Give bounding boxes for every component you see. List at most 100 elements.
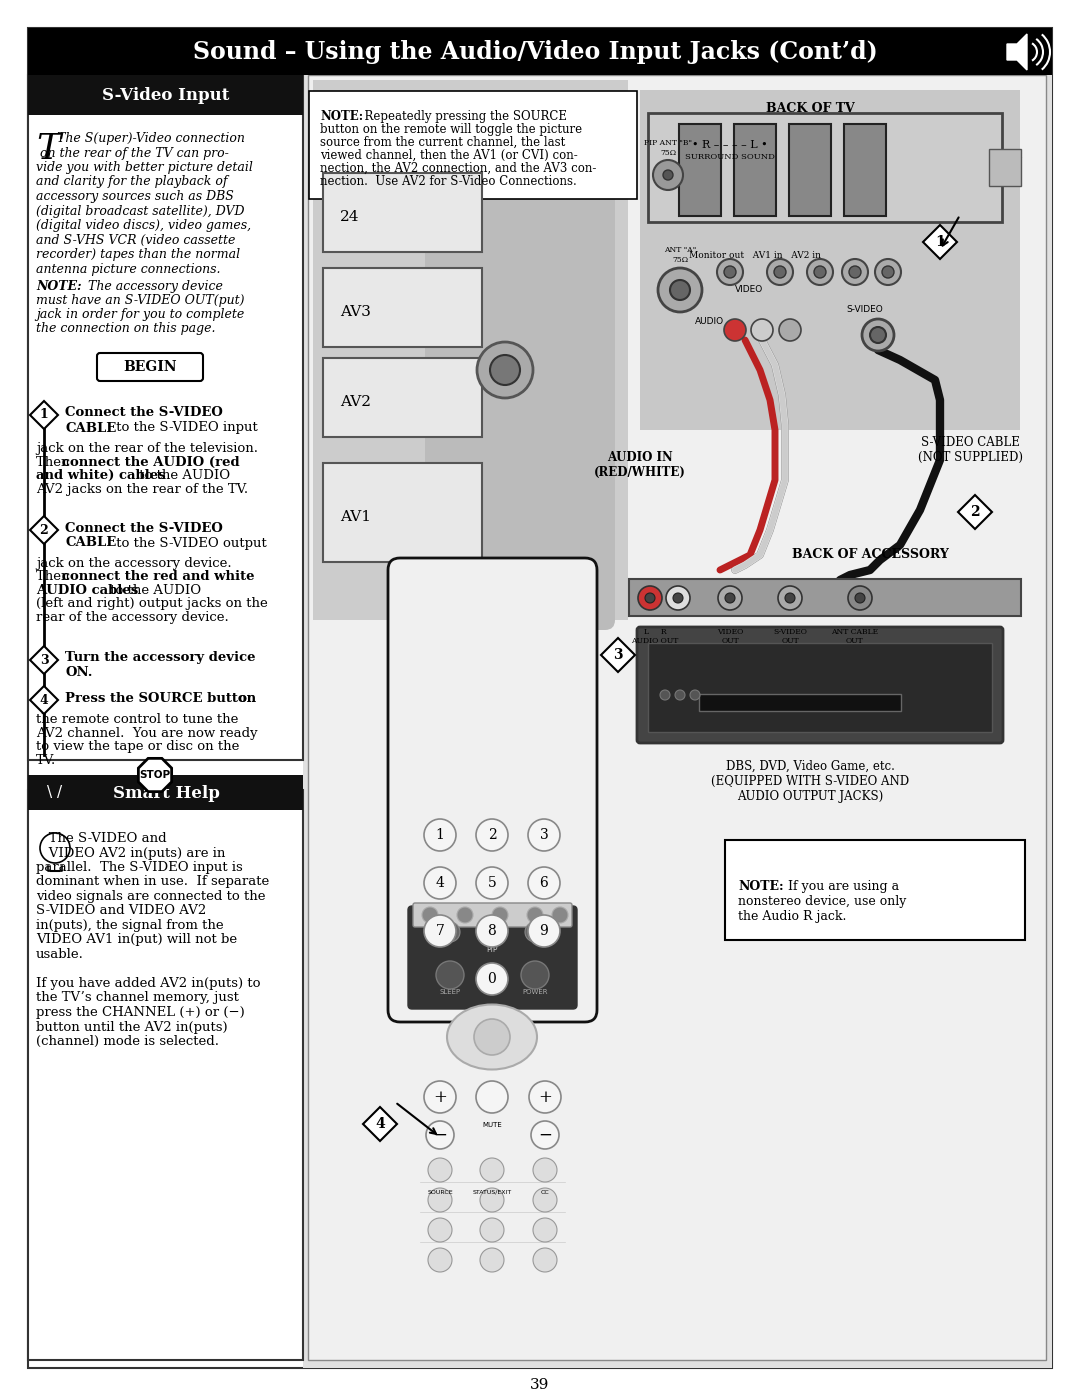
Text: jack in order for you to complete: jack in order for you to complete — [36, 307, 244, 321]
Circle shape — [477, 342, 534, 398]
Circle shape — [424, 915, 456, 947]
Text: • R – – – – L •: • R – – – – L • — [692, 140, 768, 149]
Text: 7: 7 — [435, 923, 445, 937]
FancyBboxPatch shape — [699, 694, 901, 711]
Circle shape — [534, 1187, 557, 1213]
Circle shape — [424, 819, 456, 851]
Circle shape — [855, 592, 865, 604]
Text: to the S-VIDEO input: to the S-VIDEO input — [112, 422, 258, 434]
Circle shape — [534, 1158, 557, 1182]
Text: +: + — [433, 1088, 447, 1105]
Text: 39: 39 — [530, 1377, 550, 1391]
Circle shape — [690, 690, 700, 700]
Text: −: − — [433, 1126, 447, 1144]
Text: Press the SOURCE button: Press the SOURCE button — [65, 692, 256, 704]
Circle shape — [525, 922, 545, 942]
Text: Repeatedly pressing the SOURCE: Repeatedly pressing the SOURCE — [357, 110, 567, 123]
FancyBboxPatch shape — [629, 578, 1021, 616]
FancyBboxPatch shape — [640, 89, 1020, 430]
Text: 1: 1 — [935, 235, 945, 249]
Circle shape — [492, 907, 508, 923]
Text: AUDIO cables: AUDIO cables — [36, 584, 138, 597]
Text: S-VIDEO and VIDEO AV2: S-VIDEO and VIDEO AV2 — [36, 904, 206, 918]
Circle shape — [670, 279, 690, 300]
Circle shape — [476, 915, 508, 947]
Circle shape — [842, 258, 868, 285]
FancyBboxPatch shape — [648, 113, 1002, 222]
Text: DBS, DVD, Video Game, etc.: DBS, DVD, Video Game, etc. — [726, 760, 894, 773]
Text: on: on — [235, 692, 256, 704]
Text: antenna picture connections.: antenna picture connections. — [36, 263, 220, 275]
Text: PIP ANT "B"
75Ω: PIP ANT "B" 75Ω — [644, 140, 692, 156]
Text: NOTE:: NOTE: — [36, 279, 82, 293]
FancyBboxPatch shape — [323, 462, 482, 562]
Circle shape — [675, 690, 685, 700]
Text: VOL: VOL — [433, 1122, 447, 1127]
Text: 1: 1 — [40, 408, 49, 422]
Text: and S-VHS VCR (video cassette: and S-VHS VCR (video cassette — [36, 233, 235, 246]
Text: Then: Then — [36, 455, 73, 468]
Circle shape — [531, 1120, 559, 1148]
Circle shape — [848, 585, 872, 610]
FancyBboxPatch shape — [28, 28, 1052, 1368]
FancyBboxPatch shape — [28, 775, 303, 810]
Text: \: \ — [48, 785, 53, 800]
Circle shape — [474, 1018, 510, 1055]
Text: button on the remote will toggle the picture: button on the remote will toggle the pic… — [320, 123, 582, 136]
Circle shape — [658, 268, 702, 312]
Text: source from the current channel, the last: source from the current channel, the las… — [320, 136, 565, 149]
FancyBboxPatch shape — [789, 124, 831, 217]
Circle shape — [807, 258, 833, 285]
Circle shape — [426, 1120, 454, 1148]
Text: Connect the S-VIDEO: Connect the S-VIDEO — [65, 407, 222, 419]
Circle shape — [660, 690, 670, 700]
Circle shape — [875, 258, 901, 285]
Text: 5: 5 — [488, 876, 497, 890]
Circle shape — [436, 961, 464, 989]
Text: TV.: TV. — [36, 753, 56, 767]
Text: MUTE: MUTE — [482, 1122, 502, 1127]
Polygon shape — [30, 515, 58, 543]
Text: the TV’s channel memory, just: the TV’s channel memory, just — [36, 992, 239, 1004]
Circle shape — [480, 1158, 504, 1182]
Circle shape — [476, 819, 508, 851]
Circle shape — [870, 327, 886, 344]
Text: connect the red and white: connect the red and white — [62, 570, 255, 584]
Text: AUDIO OUTPUT JACKS): AUDIO OUTPUT JACKS) — [737, 789, 883, 803]
Text: 3: 3 — [40, 654, 49, 666]
FancyBboxPatch shape — [413, 902, 572, 928]
Circle shape — [476, 1081, 508, 1113]
Text: vide you with better picture detail: vide you with better picture detail — [36, 161, 253, 175]
Polygon shape — [923, 225, 957, 258]
Text: (channel) mode is selected.: (channel) mode is selected. — [36, 1035, 219, 1048]
Circle shape — [428, 1187, 453, 1213]
Polygon shape — [138, 759, 172, 792]
Text: CABLE: CABLE — [65, 536, 117, 549]
Text: 2: 2 — [488, 828, 497, 842]
Text: recorder) tapes than the normal: recorder) tapes than the normal — [36, 249, 240, 261]
Text: ANT "A"
75Ω: ANT "A" 75Ω — [664, 246, 697, 264]
Text: S-Video Input: S-Video Input — [103, 87, 230, 103]
Circle shape — [552, 907, 568, 923]
Text: Then: Then — [36, 570, 73, 584]
Circle shape — [767, 258, 793, 285]
Circle shape — [528, 819, 561, 851]
Circle shape — [774, 265, 786, 278]
Text: connect the AUDIO (red: connect the AUDIO (red — [62, 455, 240, 468]
Circle shape — [482, 922, 502, 942]
Text: NOTE:: NOTE: — [738, 880, 784, 893]
FancyBboxPatch shape — [28, 75, 303, 760]
Circle shape — [849, 265, 861, 278]
FancyBboxPatch shape — [388, 557, 597, 1023]
Text: dominant when in use.  If separate: dominant when in use. If separate — [36, 876, 269, 888]
Text: VIDEO: VIDEO — [735, 285, 764, 295]
Text: ANT CABLE
OUT: ANT CABLE OUT — [832, 629, 878, 645]
Text: VIDEO AV2 in(puts) are in: VIDEO AV2 in(puts) are in — [36, 847, 226, 859]
Polygon shape — [1007, 34, 1027, 70]
FancyBboxPatch shape — [308, 75, 1047, 1361]
Text: the connection on this page.: the connection on this page. — [36, 321, 216, 335]
Text: must have an S-VIDEO OUT(put): must have an S-VIDEO OUT(put) — [36, 293, 244, 307]
Text: (left and right) output jacks on the: (left and right) output jacks on the — [36, 598, 268, 610]
Text: Turn the accessory device: Turn the accessory device — [65, 651, 256, 665]
Text: on the rear of the TV can pro-: on the rear of the TV can pro- — [36, 147, 229, 159]
